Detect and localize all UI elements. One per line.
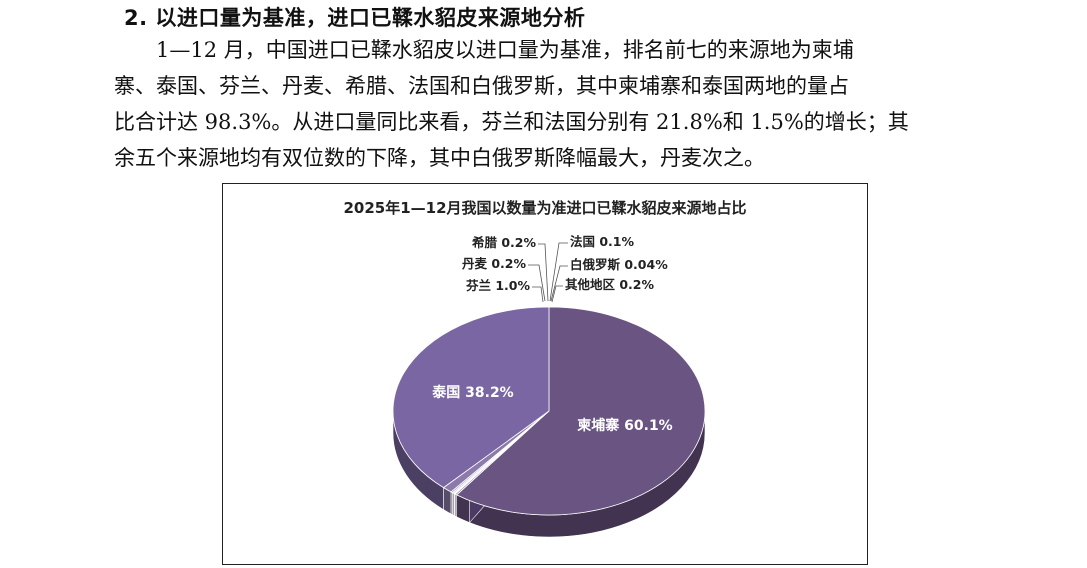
section-heading: 2. 以进口量为基准，进口已鞣水貂皮来源地分析 bbox=[124, 6, 586, 30]
pie-label-泰国: 泰国 38.2% bbox=[431, 384, 513, 401]
pie-slice-柬埔寨 bbox=[455, 306, 706, 516]
body-paragraph: 1—12 月，中国进口已鞣水貂皮以进口量为基准，排名前七的来源地为柬埔 寨、泰国… bbox=[114, 32, 984, 176]
pie-label-希腊: 希腊 0.2% bbox=[471, 235, 536, 250]
leader-line-丹麦 bbox=[528, 264, 546, 302]
pie-label-丹麦: 丹麦 0.2% bbox=[462, 256, 526, 271]
pie-label-法国: 法国 0.1% bbox=[570, 234, 634, 249]
paragraph-line: 余五个来源地均有双位数的下降，其中白俄罗斯降幅最大，丹麦次之。 bbox=[114, 146, 765, 170]
pie-chart: 柬埔寨 60.1% 其他地区 0.2% 白俄罗斯 0.04% 法国 0.1% 希腊 0.… bbox=[392, 234, 706, 538]
paragraph-line: 1—12 月，中国进口已鞣水貂皮以进口量为基准，排名前七的来源地为柬埔 bbox=[156, 38, 854, 62]
leader-line-白俄罗斯 bbox=[550, 265, 568, 302]
leader-line-希腊 bbox=[538, 243, 549, 302]
leader-line-其他地区 bbox=[551, 285, 563, 303]
chart-title: 2025年1—12月我国以数量为准进口已鞣水貂皮来源地占比 bbox=[343, 199, 747, 217]
pie-chart-frame: 2025年1—12月我国以数量为准进口已鞣水貂皮来源地占比 柬埔寨 60.1% 其… bbox=[222, 183, 868, 565]
pie-label-白俄罗斯: 白俄罗斯 0.04% bbox=[570, 257, 668, 272]
pie-label-柬埔寨: 柬埔寨 60.1% bbox=[577, 417, 672, 434]
pie-top bbox=[392, 306, 706, 516]
paragraph-line: 比合计达 98.3%。从进口量同比来看，芬兰和法国分别有 21.8%和 1.5%… bbox=[114, 110, 909, 134]
pie-slice-泰国 bbox=[392, 306, 550, 489]
pie-label-其他地区: 其他地区 0.2% bbox=[565, 277, 654, 292]
leader-line-法国 bbox=[549, 242, 568, 302]
paragraph-line: 寨、泰国、芬兰、丹麦、希腊、法国和白俄罗斯，其中柬埔寨和泰国两地的量占 bbox=[114, 74, 849, 98]
pie-labels: 柬埔寨 60.1% 其他地区 0.2% 白俄罗斯 0.04% 法国 0.1% 希腊 0.… bbox=[431, 234, 672, 434]
leader-line-芬兰 bbox=[532, 286, 544, 303]
pie-label-芬兰: 芬兰 1.0% bbox=[465, 278, 530, 293]
